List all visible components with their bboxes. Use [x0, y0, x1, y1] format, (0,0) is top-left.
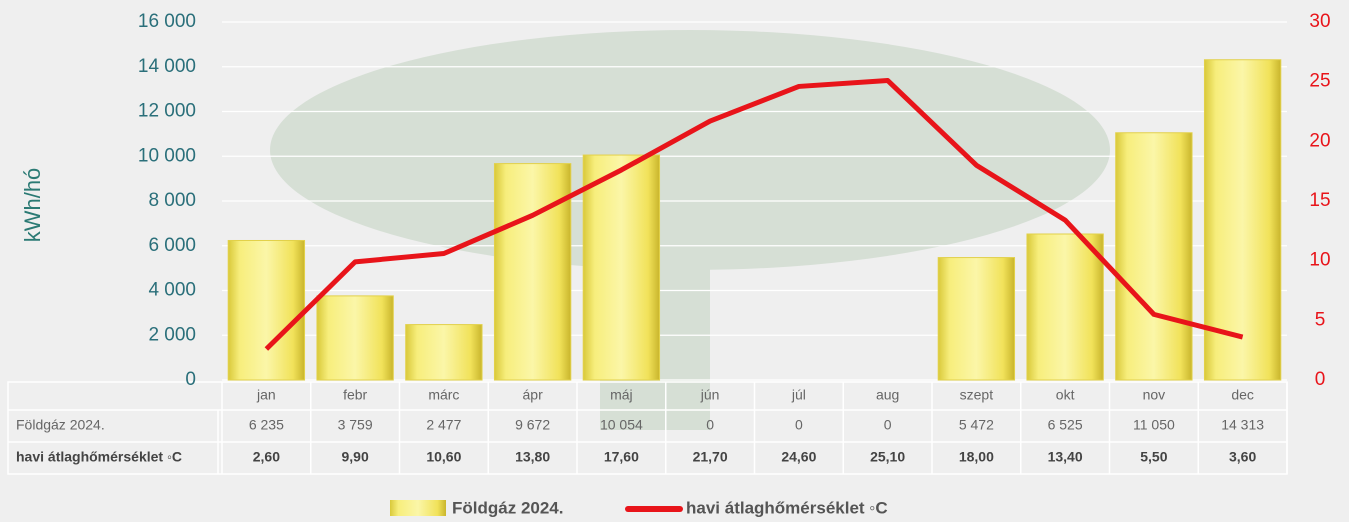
table-cell: 13,80: [515, 449, 550, 465]
table-cell: 6 235: [249, 417, 284, 433]
table-cell: 10,60: [426, 449, 461, 465]
table-cell: 3 759: [338, 417, 373, 433]
y2-tick-label: 5: [1315, 309, 1326, 330]
table-cell: 11 050: [1133, 417, 1175, 433]
table-cell: 9 672: [515, 417, 550, 433]
y2-tick-label: 0: [1315, 369, 1326, 390]
line: [264, 77, 1244, 351]
table-cell: 24,60: [781, 449, 816, 465]
y-tick-label: 14 000: [138, 56, 196, 77]
bar: [1203, 59, 1282, 381]
y-tick-label: 0: [185, 369, 196, 390]
bar: [316, 295, 394, 381]
x-tick-label: szept: [960, 387, 994, 403]
x-tick-label: márc: [428, 387, 459, 403]
bar: [405, 324, 483, 381]
x-tick-label: aug: [876, 387, 899, 403]
legend: Földgáz 2024. havi átlaghőmérséklet ◦C: [390, 498, 888, 517]
x-tick-label: febr: [343, 387, 367, 403]
x-tick-label: nov: [1143, 387, 1166, 403]
table-cell: 0: [706, 417, 714, 433]
y-tick-label: 12 000: [138, 101, 196, 122]
y2-tick-label: 30: [1309, 11, 1330, 32]
data-table: Földgáz 2024. havi átlaghőmérséklet ◦C: [7, 381, 1288, 475]
x-tick-label: dec: [1231, 387, 1254, 403]
table-cell: 14 313: [1221, 417, 1264, 433]
y-tick-label: 2 000: [148, 324, 196, 345]
table-cell: 6 525: [1048, 417, 1083, 433]
table-cell: 2 477: [426, 417, 461, 433]
legend-label: havi átlaghőmérséklet ◦C: [686, 498, 888, 517]
bar: [227, 239, 306, 381]
row-header: Földgáz 2024.: [16, 417, 105, 433]
y2-tick-label: 25: [1309, 71, 1330, 92]
y-tick-label: 16 000: [138, 11, 196, 32]
table-cell: 18,00: [959, 449, 994, 465]
bar: [582, 154, 661, 381]
table-cell: 10 054: [600, 417, 643, 433]
x-tick-label: jan: [256, 387, 276, 403]
table-cell: 3,60: [1229, 449, 1256, 465]
bar: [493, 163, 572, 381]
y2-tick-label: 10: [1309, 250, 1330, 271]
table-cell: 9,90: [342, 449, 369, 465]
table-cell: 0: [884, 417, 892, 433]
y-axis-title: kWh/hó: [20, 168, 45, 243]
y-tick-label: 6 000: [148, 235, 196, 256]
table-cell: 25,10: [870, 449, 905, 465]
legend-swatch-bar: [390, 500, 446, 516]
table-cell: 5,50: [1140, 449, 1167, 465]
y-tick-label: 8 000: [148, 190, 196, 211]
x-tick-label: jún: [700, 387, 720, 403]
bar: [937, 257, 1016, 381]
x-tick-label: okt: [1056, 387, 1075, 403]
table-cell: 17,60: [604, 449, 639, 465]
legend-label: Földgáz 2024.: [452, 498, 563, 517]
y-tick-label: 4 000: [148, 280, 196, 301]
bar: [1026, 233, 1104, 381]
y2-tick-label: 15: [1309, 190, 1330, 211]
bar: [1115, 132, 1193, 381]
row-header: havi átlaghőmérséklet ◦C: [16, 449, 182, 465]
table-cell: 5 472: [959, 417, 994, 433]
table-cell: 13,40: [1048, 449, 1083, 465]
y2-tick-label: 20: [1309, 130, 1330, 151]
x-tick-label: máj: [610, 387, 633, 403]
table-cell: 0: [795, 417, 803, 433]
table-cell: 2,60: [253, 449, 280, 465]
x-tick-label: júl: [791, 387, 806, 403]
table-cell: 21,70: [693, 449, 728, 465]
y-tick-label: 10 000: [138, 145, 196, 166]
x-tick-label: ápr: [523, 387, 544, 403]
